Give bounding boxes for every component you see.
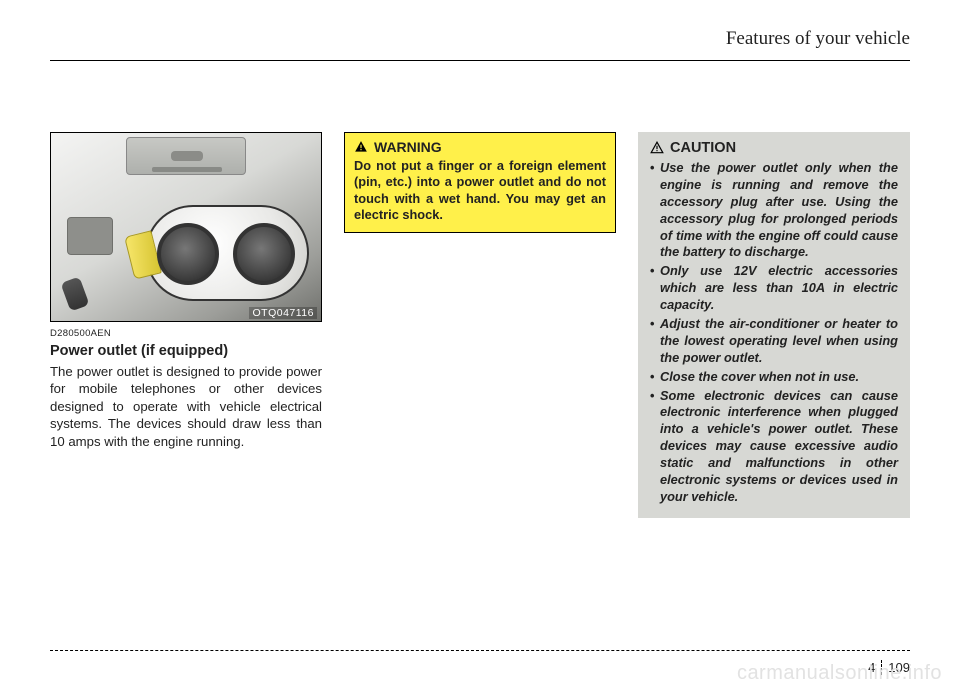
knob-graphic [60,276,89,311]
col-right: CAUTION Use the power outlet only when t… [638,132,910,518]
socket-right-graphic [233,223,295,285]
caution-title-row: CAUTION [650,140,898,156]
caution-item: Some electronic devices can cause electr… [650,388,898,506]
section-subhead: Power outlet (if equipped) [50,343,322,359]
warning-box: WARNING Do not put a finger or a foreign… [344,132,616,233]
caution-icon [650,141,664,155]
caution-box: CAUTION Use the power outlet only when t… [638,132,910,518]
col-middle: WARNING Do not put a finger or a foreign… [344,132,616,518]
caution-item: Only use 12V electric accessories which … [650,263,898,314]
callout-bubble [145,205,309,301]
watermark: carmanualsonline.info [737,662,942,685]
columns: OTQ047116 D280500AEN Power outlet (if eq… [50,132,910,518]
caution-list: Use the power outlet only when the engin… [650,160,898,506]
caution-item: Close the cover when not in use. [650,369,898,386]
socket-left-graphic [157,223,219,285]
header-rule [50,60,910,61]
warning-title: WARNING [374,139,442,155]
doc-code: D280500AEN [50,328,322,339]
figure-power-outlet: OTQ047116 [50,132,322,322]
col-left: OTQ047116 D280500AEN Power outlet (if eq… [50,132,322,518]
caution-title: CAUTION [670,140,736,156]
footer-rule [50,650,910,651]
figure-code-overlay: OTQ047116 [249,307,317,319]
caution-item: Use the power outlet only when the engin… [650,160,898,261]
console-graphic [126,137,246,175]
warning-body: Do not put a finger or a foreign element… [354,158,606,224]
warning-title-row: WARNING [354,139,606,155]
section-body: The power outlet is designed to provide … [50,363,322,450]
caution-item: Adjust the air-conditioner or heater to … [650,316,898,367]
coverplate-graphic [67,217,113,255]
warning-icon [354,140,368,154]
chapter-title: Features of your vehicle [726,28,910,50]
